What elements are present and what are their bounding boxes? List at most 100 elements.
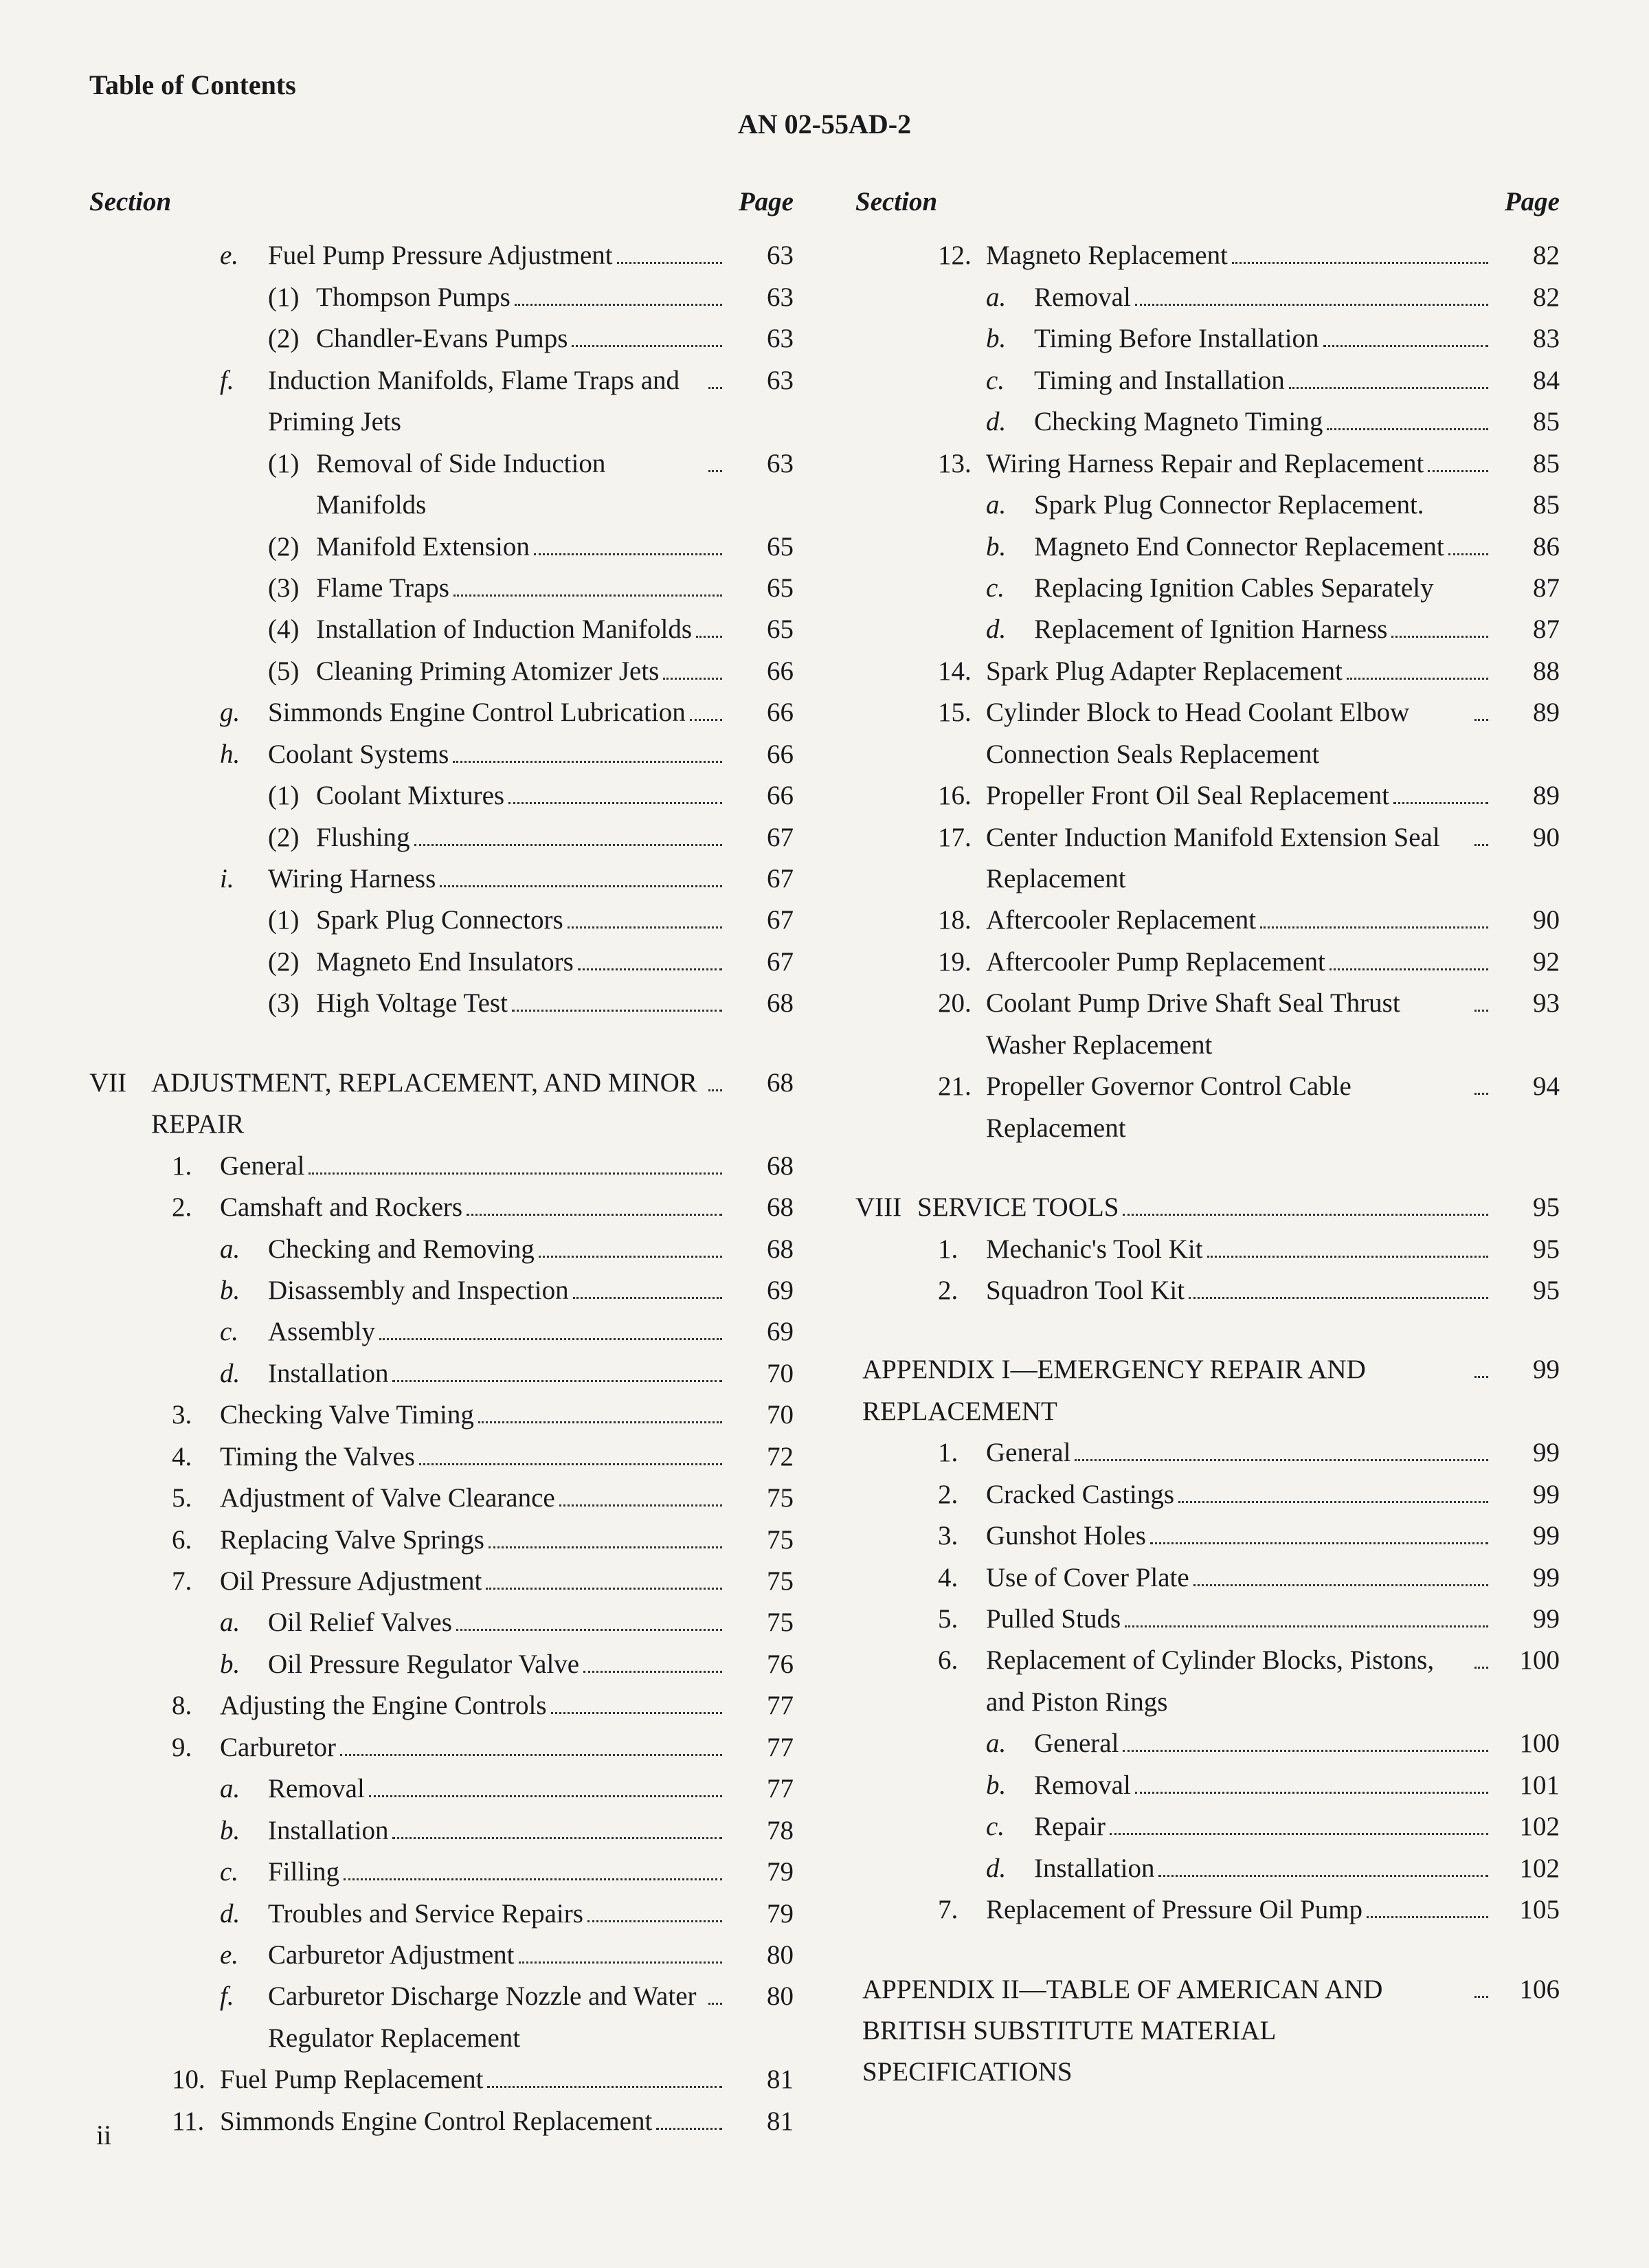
toc-entry: 8.Adjusting the Engine Controls77 bbox=[89, 1685, 794, 1726]
entry-text: Coolant Pump Drive Shaft Seal Thrust Was… bbox=[986, 983, 1470, 1066]
entry-text: General bbox=[220, 1146, 304, 1187]
entry-page: 87 bbox=[1492, 568, 1560, 609]
entry-marker: 2. bbox=[938, 1270, 986, 1311]
leader-dots bbox=[392, 1815, 722, 1838]
entry-page: 77 bbox=[726, 1727, 794, 1768]
entry-page: 99 bbox=[1492, 1432, 1560, 1474]
toc-entry: b.Installation78 bbox=[89, 1810, 794, 1852]
toc-entry: 17.Center Induction Manifold Extension S… bbox=[855, 817, 1560, 900]
entry-page: 82 bbox=[1492, 277, 1560, 318]
entry-marker: 3. bbox=[938, 1515, 986, 1557]
columns: Section Page e.Fuel Pump Pressure Adjust… bbox=[89, 181, 1560, 2142]
leader-dots bbox=[1150, 1521, 1488, 1544]
leader-dots bbox=[1193, 1562, 1488, 1586]
leader-dots bbox=[1110, 1812, 1488, 1835]
entry-text: Troubles and Service Repairs bbox=[268, 1893, 583, 1935]
leader-dots bbox=[1123, 1192, 1488, 1216]
entry-marker: (3) bbox=[268, 568, 316, 609]
entry-text: Carburetor Adjustment bbox=[268, 1935, 515, 1976]
entry-marker: (2) bbox=[268, 942, 316, 983]
entry-page: 75 bbox=[726, 1602, 794, 1643]
entry-text: Propeller Governor Control Cable Replace… bbox=[986, 1066, 1470, 1149]
col-head-section: Section bbox=[89, 181, 171, 223]
entry-text: Aftercooler Replacement bbox=[986, 900, 1256, 941]
entry-marker: c. bbox=[220, 1852, 268, 1893]
toc-entry: b.Removal101 bbox=[855, 1765, 1560, 1806]
toc-entry: 13.Wiring Harness Repair and Replacement… bbox=[855, 443, 1560, 485]
page: Table of Contents AN 02-55AD-2 Section P… bbox=[0, 0, 1649, 2268]
toc-entry: a.Removal82 bbox=[855, 277, 1560, 318]
toc-entry: g.Simmonds Engine Control Lubrication66 bbox=[89, 692, 794, 733]
toc-entry: 9.Carburetor77 bbox=[89, 1727, 794, 1768]
entry-text: Cracked Castings bbox=[986, 1474, 1174, 1515]
entry-marker: 21. bbox=[938, 1066, 986, 1107]
leader-dots bbox=[1158, 1853, 1488, 1876]
leader-dots bbox=[572, 324, 722, 347]
entry-text: Simmonds Engine Control Replacement bbox=[220, 2101, 652, 2142]
leader-dots bbox=[467, 1192, 722, 1216]
entry-page: 95 bbox=[1492, 1229, 1560, 1270]
entry-text: Thompson Pumps bbox=[316, 277, 511, 318]
leader-dots bbox=[309, 1150, 722, 1174]
entry-text: Assembly bbox=[268, 1311, 375, 1353]
entry-page: 86 bbox=[1492, 526, 1560, 568]
entry-marker: (2) bbox=[268, 526, 316, 568]
toc-entry: 18.Aftercooler Replacement90 bbox=[855, 900, 1560, 941]
entry-marker: 9. bbox=[172, 1727, 220, 1768]
entry-text: Checking Magneto Timing bbox=[1034, 401, 1323, 443]
entry-marker: 16. bbox=[938, 775, 986, 816]
entry-page: 67 bbox=[726, 942, 794, 983]
col-head-page: Page bbox=[739, 181, 794, 223]
entry-text: Squadron Tool Kit bbox=[986, 1270, 1185, 1311]
entry-text: Removal bbox=[1034, 277, 1131, 318]
entry-marker: 20. bbox=[938, 983, 986, 1024]
toc-entry: e.Fuel Pump Pressure Adjustment63 bbox=[89, 235, 794, 276]
toc-entry: (2)Chandler-Evans Pumps63 bbox=[89, 318, 794, 359]
toc-entry: (1)Spark Plug Connectors67 bbox=[89, 900, 794, 941]
entry-text: Wiring Harness Repair and Replacement bbox=[986, 443, 1424, 485]
entry-page: 89 bbox=[1492, 692, 1560, 733]
toc-entry: APPENDIX II—TABLE OF AMERICAN AND BRITIS… bbox=[855, 1969, 1560, 2093]
leader-dots bbox=[708, 1981, 722, 2005]
entry-marker: 12. bbox=[938, 235, 986, 276]
toc-entry: h.Coolant Systems66 bbox=[89, 734, 794, 775]
entry-page: 99 bbox=[1492, 1515, 1560, 1557]
leader-dots bbox=[587, 1898, 722, 1922]
entry-text: Chandler-Evans Pumps bbox=[316, 318, 568, 359]
right-column-header: Section Page bbox=[855, 181, 1560, 223]
toc-entry: 7.Oil Pressure Adjustment75 bbox=[89, 1561, 794, 1602]
entry-text: Pulled Studs bbox=[986, 1599, 1121, 1640]
leader-dots bbox=[1330, 947, 1488, 970]
page-number: ii bbox=[96, 2119, 111, 2151]
entry-text: Installation of Induction Manifolds bbox=[316, 609, 692, 650]
leader-dots bbox=[1232, 241, 1488, 264]
entry-marker: c. bbox=[986, 360, 1034, 401]
entry-marker: a. bbox=[220, 1602, 268, 1643]
toc-entry: f.Induction Manifolds, Flame Traps and P… bbox=[89, 360, 794, 443]
entry-marker: c. bbox=[986, 1806, 1034, 1847]
entry-page: 87 bbox=[1492, 609, 1560, 650]
entry-page: 66 bbox=[726, 651, 794, 692]
section-gap bbox=[855, 1149, 1560, 1187]
entry-marker: d. bbox=[220, 1893, 268, 1935]
entry-marker: 19. bbox=[938, 942, 986, 983]
entry-text: Adjusting the Engine Controls bbox=[220, 1685, 547, 1726]
leader-dots bbox=[1474, 698, 1488, 721]
toc-entry: a.General100 bbox=[855, 1723, 1560, 1764]
entry-marker: c. bbox=[220, 1311, 268, 1353]
toc-entry: 12.Magneto Replacement82 bbox=[855, 235, 1560, 276]
entry-page: 81 bbox=[726, 2101, 794, 2142]
entry-marker: a. bbox=[986, 1723, 1034, 1764]
left-column-header: Section Page bbox=[89, 181, 794, 223]
entry-page: 68 bbox=[726, 1063, 794, 1104]
entry-text: Carburetor Discharge Nozzle and Water Re… bbox=[268, 1976, 704, 2059]
entry-marker: f. bbox=[220, 1976, 268, 2017]
entry-page: 63 bbox=[726, 277, 794, 318]
entry-text: Cylinder Block to Head Coolant Elbow Con… bbox=[986, 692, 1470, 775]
entry-page: 85 bbox=[1492, 443, 1560, 485]
entry-marker: d. bbox=[986, 609, 1034, 650]
toc-entry: 1.General68 bbox=[89, 1146, 794, 1187]
entry-marker: 1. bbox=[172, 1146, 220, 1187]
entry-text: Center Induction Manifold Extension Seal… bbox=[986, 817, 1470, 900]
entry-text: General bbox=[1034, 1723, 1119, 1764]
